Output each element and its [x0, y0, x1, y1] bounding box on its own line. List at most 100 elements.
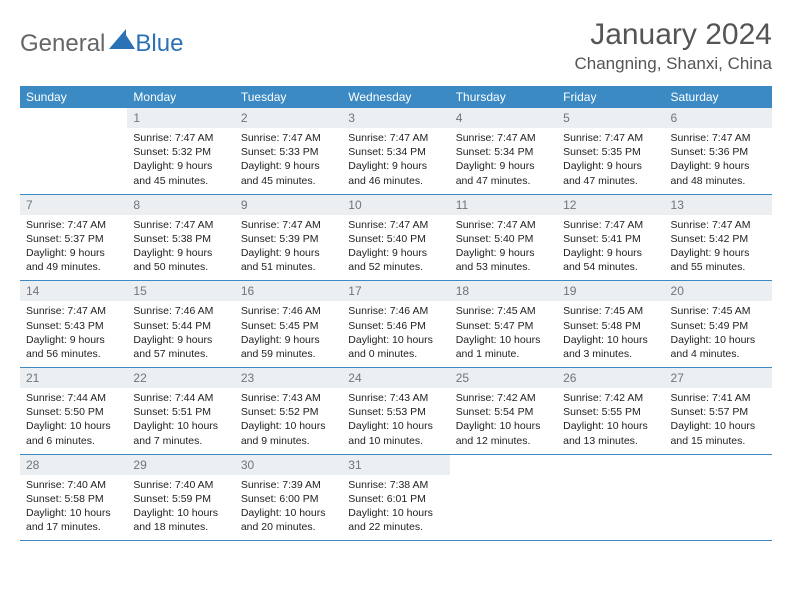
day-number: 26	[557, 368, 664, 388]
brand-logo: General Blue	[20, 18, 183, 58]
day-number: 20	[665, 281, 772, 301]
day-info: Sunrise: 7:47 AMSunset: 5:34 PMDaylight:…	[450, 128, 557, 194]
day-number: 10	[342, 195, 449, 215]
location-label: Changning, Shanxi, China	[574, 54, 772, 74]
day-info: Sunrise: 7:42 AMSunset: 5:54 PMDaylight:…	[450, 388, 557, 454]
brand-blue: Blue	[135, 30, 183, 58]
day-cell: 2Sunrise: 7:47 AMSunset: 5:33 PMDaylight…	[235, 108, 342, 194]
day-cell: 17Sunrise: 7:46 AMSunset: 5:46 PMDayligh…	[342, 281, 449, 368]
day-cell: 15Sunrise: 7:46 AMSunset: 5:44 PMDayligh…	[127, 281, 234, 368]
day-number: 1	[127, 108, 234, 128]
day-info: Sunrise: 7:47 AMSunset: 5:40 PMDaylight:…	[450, 215, 557, 281]
day-cell: 25Sunrise: 7:42 AMSunset: 5:54 PMDayligh…	[450, 368, 557, 455]
day-cell: 26Sunrise: 7:42 AMSunset: 5:55 PMDayligh…	[557, 368, 664, 455]
empty-cell	[665, 454, 772, 541]
brand-triangle-icon	[109, 29, 135, 54]
weekday-header: Tuesday	[235, 86, 342, 108]
day-info: Sunrise: 7:47 AMSunset: 5:42 PMDaylight:…	[665, 215, 772, 281]
empty-cell	[20, 108, 127, 194]
day-info: Sunrise: 7:47 AMSunset: 5:35 PMDaylight:…	[557, 128, 664, 194]
day-number: 13	[665, 195, 772, 215]
day-number: 8	[127, 195, 234, 215]
day-info: Sunrise: 7:47 AMSunset: 5:33 PMDaylight:…	[235, 128, 342, 194]
day-cell: 4Sunrise: 7:47 AMSunset: 5:34 PMDaylight…	[450, 108, 557, 194]
day-number: 4	[450, 108, 557, 128]
day-cell: 11Sunrise: 7:47 AMSunset: 5:40 PMDayligh…	[450, 194, 557, 281]
day-info: Sunrise: 7:45 AMSunset: 5:48 PMDaylight:…	[557, 301, 664, 367]
day-cell: 19Sunrise: 7:45 AMSunset: 5:48 PMDayligh…	[557, 281, 664, 368]
day-info: Sunrise: 7:45 AMSunset: 5:47 PMDaylight:…	[450, 301, 557, 367]
day-info: Sunrise: 7:40 AMSunset: 5:58 PMDaylight:…	[20, 475, 127, 541]
calendar-row: 28Sunrise: 7:40 AMSunset: 5:58 PMDayligh…	[20, 454, 772, 541]
day-info: Sunrise: 7:42 AMSunset: 5:55 PMDaylight:…	[557, 388, 664, 454]
day-cell: 10Sunrise: 7:47 AMSunset: 5:40 PMDayligh…	[342, 194, 449, 281]
day-cell: 21Sunrise: 7:44 AMSunset: 5:50 PMDayligh…	[20, 368, 127, 455]
day-number: 25	[450, 368, 557, 388]
day-info: Sunrise: 7:47 AMSunset: 5:36 PMDaylight:…	[665, 128, 772, 194]
weekday-header: Thursday	[450, 86, 557, 108]
day-cell: 30Sunrise: 7:39 AMSunset: 6:00 PMDayligh…	[235, 454, 342, 541]
day-info: Sunrise: 7:44 AMSunset: 5:51 PMDaylight:…	[127, 388, 234, 454]
day-info: Sunrise: 7:47 AMSunset: 5:39 PMDaylight:…	[235, 215, 342, 281]
day-info: Sunrise: 7:46 AMSunset: 5:44 PMDaylight:…	[127, 301, 234, 367]
empty-cell	[557, 454, 664, 541]
day-info: Sunrise: 7:47 AMSunset: 5:40 PMDaylight:…	[342, 215, 449, 281]
day-info: Sunrise: 7:46 AMSunset: 5:45 PMDaylight:…	[235, 301, 342, 367]
day-cell: 1Sunrise: 7:47 AMSunset: 5:32 PMDaylight…	[127, 108, 234, 194]
day-number: 5	[557, 108, 664, 128]
day-info: Sunrise: 7:38 AMSunset: 6:01 PMDaylight:…	[342, 475, 449, 541]
day-cell: 6Sunrise: 7:47 AMSunset: 5:36 PMDaylight…	[665, 108, 772, 194]
day-number: 17	[342, 281, 449, 301]
day-number: 21	[20, 368, 127, 388]
day-cell: 24Sunrise: 7:43 AMSunset: 5:53 PMDayligh…	[342, 368, 449, 455]
calendar-table: SundayMondayTuesdayWednesdayThursdayFrid…	[20, 86, 772, 541]
calendar-row: 1Sunrise: 7:47 AMSunset: 5:32 PMDaylight…	[20, 108, 772, 194]
day-cell: 31Sunrise: 7:38 AMSunset: 6:01 PMDayligh…	[342, 454, 449, 541]
day-number: 22	[127, 368, 234, 388]
page-header: General Blue January 2024 Changning, Sha…	[20, 18, 772, 74]
day-cell: 3Sunrise: 7:47 AMSunset: 5:34 PMDaylight…	[342, 108, 449, 194]
weekday-header: Saturday	[665, 86, 772, 108]
day-cell: 20Sunrise: 7:45 AMSunset: 5:49 PMDayligh…	[665, 281, 772, 368]
weekday-header: Wednesday	[342, 86, 449, 108]
brand-general: General	[20, 30, 105, 58]
day-number: 14	[20, 281, 127, 301]
day-info: Sunrise: 7:46 AMSunset: 5:46 PMDaylight:…	[342, 301, 449, 367]
calendar-header-row: SundayMondayTuesdayWednesdayThursdayFrid…	[20, 86, 772, 108]
day-cell: 12Sunrise: 7:47 AMSunset: 5:41 PMDayligh…	[557, 194, 664, 281]
day-cell: 16Sunrise: 7:46 AMSunset: 5:45 PMDayligh…	[235, 281, 342, 368]
day-info: Sunrise: 7:47 AMSunset: 5:41 PMDaylight:…	[557, 215, 664, 281]
day-info: Sunrise: 7:47 AMSunset: 5:34 PMDaylight:…	[342, 128, 449, 194]
day-info: Sunrise: 7:43 AMSunset: 5:52 PMDaylight:…	[235, 388, 342, 454]
day-number: 15	[127, 281, 234, 301]
day-cell: 28Sunrise: 7:40 AMSunset: 5:58 PMDayligh…	[20, 454, 127, 541]
day-number: 6	[665, 108, 772, 128]
day-number: 31	[342, 455, 449, 475]
day-info: Sunrise: 7:47 AMSunset: 5:38 PMDaylight:…	[127, 215, 234, 281]
day-cell: 13Sunrise: 7:47 AMSunset: 5:42 PMDayligh…	[665, 194, 772, 281]
day-info: Sunrise: 7:40 AMSunset: 5:59 PMDaylight:…	[127, 475, 234, 541]
day-number: 30	[235, 455, 342, 475]
day-info: Sunrise: 7:44 AMSunset: 5:50 PMDaylight:…	[20, 388, 127, 454]
day-info: Sunrise: 7:45 AMSunset: 5:49 PMDaylight:…	[665, 301, 772, 367]
day-number: 18	[450, 281, 557, 301]
day-info: Sunrise: 7:47 AMSunset: 5:37 PMDaylight:…	[20, 215, 127, 281]
weekday-header: Monday	[127, 86, 234, 108]
day-number: 11	[450, 195, 557, 215]
empty-cell	[450, 454, 557, 541]
day-cell: 7Sunrise: 7:47 AMSunset: 5:37 PMDaylight…	[20, 194, 127, 281]
day-number: 24	[342, 368, 449, 388]
day-number: 27	[665, 368, 772, 388]
day-info: Sunrise: 7:39 AMSunset: 6:00 PMDaylight:…	[235, 475, 342, 541]
day-number: 12	[557, 195, 664, 215]
day-number: 19	[557, 281, 664, 301]
day-cell: 18Sunrise: 7:45 AMSunset: 5:47 PMDayligh…	[450, 281, 557, 368]
calendar-row: 7Sunrise: 7:47 AMSunset: 5:37 PMDaylight…	[20, 194, 772, 281]
title-block: January 2024 Changning, Shanxi, China	[574, 18, 772, 74]
day-info: Sunrise: 7:47 AMSunset: 5:32 PMDaylight:…	[127, 128, 234, 194]
day-number: 16	[235, 281, 342, 301]
weekday-header: Sunday	[20, 86, 127, 108]
day-number: 23	[235, 368, 342, 388]
month-title: January 2024	[574, 18, 772, 52]
day-cell: 27Sunrise: 7:41 AMSunset: 5:57 PMDayligh…	[665, 368, 772, 455]
